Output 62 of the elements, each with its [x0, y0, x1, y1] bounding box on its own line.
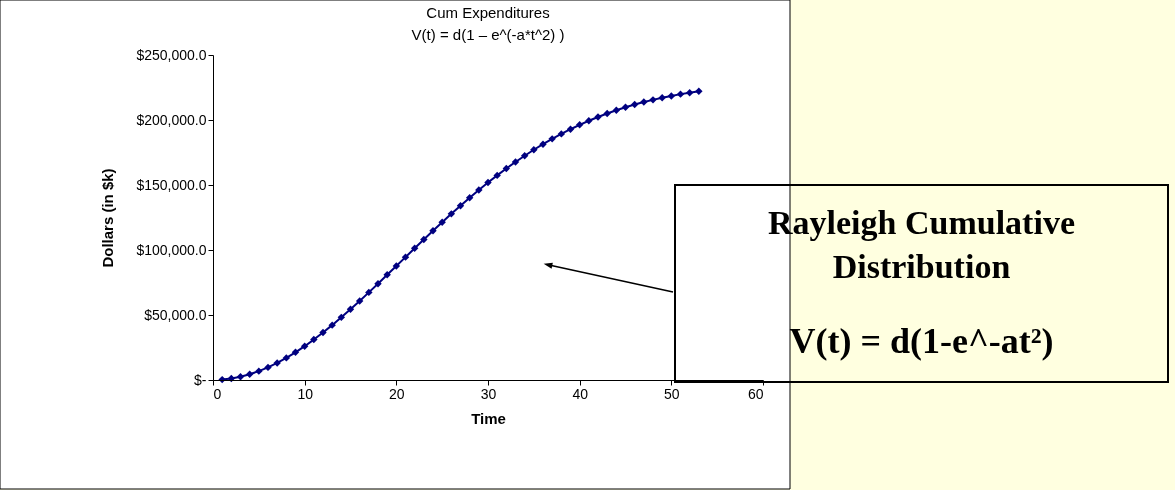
point — [685, 88, 694, 97]
point — [392, 262, 401, 270]
y-tick-label: $250,000.0 — [136, 46, 207, 63]
point — [585, 117, 593, 125]
x-tick-label: 0 — [213, 385, 222, 402]
y-tick-label: $50,000.0 — [144, 306, 207, 323]
point — [502, 164, 511, 173]
text: V(t) = d(1-e^-at²) — [789, 321, 1054, 361]
y-tick-label: $- — [194, 371, 207, 388]
point — [255, 367, 263, 375]
point — [337, 313, 346, 322]
point — [346, 305, 355, 313]
y-axis-title: Dollars (in $k) — [99, 168, 117, 268]
point — [365, 288, 373, 297]
point — [383, 271, 391, 279]
point — [530, 146, 538, 154]
point — [658, 94, 666, 102]
point — [621, 103, 630, 111]
point — [374, 279, 382, 288]
point — [695, 87, 703, 95]
point — [438, 218, 446, 226]
point — [484, 178, 492, 187]
point — [511, 158, 520, 166]
x-tick-label: 20 — [389, 385, 405, 402]
y-tick-label: $150,000.0 — [136, 176, 207, 193]
point — [264, 363, 272, 372]
point — [667, 92, 676, 100]
x-tick-label: 10 — [297, 385, 314, 402]
y-tick-label: $200,000.0 — [136, 111, 207, 128]
point — [575, 121, 584, 129]
point — [420, 235, 428, 244]
point — [548, 135, 556, 143]
point — [493, 171, 501, 180]
x-axis-title: Time — [471, 409, 506, 427]
point — [355, 297, 364, 305]
point — [612, 106, 621, 114]
point — [456, 201, 465, 210]
chart-subtitle: V(t) = d(1 – e^(-a*t^2) ) — [411, 26, 565, 43]
chart-title: Cum Expenditures — [426, 4, 550, 21]
point — [447, 210, 456, 218]
point — [465, 194, 474, 202]
point — [676, 90, 685, 98]
point — [520, 152, 529, 160]
point — [282, 354, 291, 362]
point — [630, 100, 639, 109]
point — [401, 253, 410, 261]
x-tick-label: 30 — [480, 385, 497, 402]
x-tick-label: 60 — [747, 385, 764, 402]
y-tick-label: $100,000.0 — [136, 241, 207, 258]
point — [410, 244, 419, 253]
text: Rayleigh Cumulative Distribution — [768, 204, 1075, 285]
point — [300, 342, 309, 350]
x-tick-label: 50 — [664, 385, 680, 402]
point — [557, 130, 566, 138]
point — [603, 109, 611, 118]
x-tick-label: 40 — [572, 385, 589, 402]
point — [319, 328, 327, 337]
point — [245, 370, 254, 378]
point — [310, 335, 318, 344]
point — [236, 373, 245, 381]
point — [566, 125, 575, 133]
point — [291, 348, 300, 357]
